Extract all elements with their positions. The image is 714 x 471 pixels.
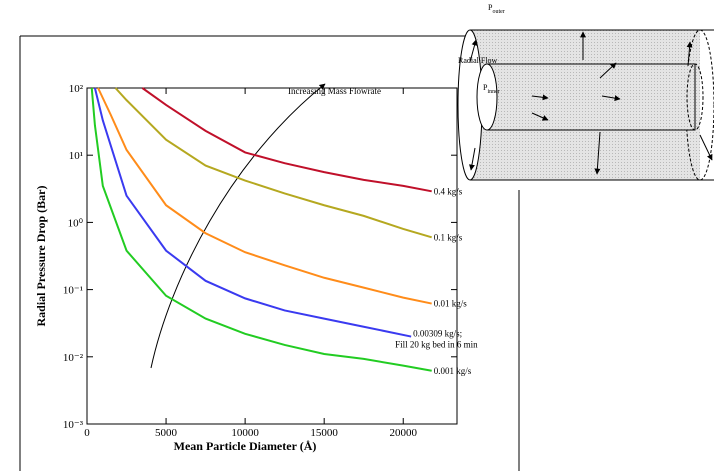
plot-frame [86, 87, 458, 425]
series-label: 0.00309 kg/s; [413, 329, 462, 339]
flow-label: Radial Flow [458, 56, 498, 65]
x-tick-label: 15000 [310, 427, 338, 439]
series-line [141, 87, 432, 193]
y-tick-label: 10⁻² [63, 352, 84, 364]
x-tick-label: 20000 [389, 427, 417, 439]
x-axis-title: Mean Particle Diameter (Å) [174, 439, 317, 453]
series-line [90, 87, 432, 372]
y-axis-title: Radial Pressure Drop (Bar) [34, 186, 48, 327]
series-note: Fill 20 kg bed in 6 min [395, 340, 478, 350]
y-tick-label: 10⁻³ [63, 419, 84, 431]
x-tick-label: 5000 [155, 427, 178, 439]
y-tick-label: 10¹ [69, 150, 83, 162]
diagram: Pouter Radial Flow Pinner [457, 3, 714, 181]
y-tick-label: 10⁻¹ [63, 285, 83, 297]
series-line [93, 87, 412, 338]
x-tick-label: 10000 [231, 427, 259, 439]
inner-label: Pinner [483, 83, 500, 95]
x-tick-label: 0 [84, 427, 90, 439]
annotation-arrow [150, 83, 326, 369]
series-label: 0.4 kg/s [434, 186, 463, 196]
series-label: 0.1 kg/s [434, 232, 463, 242]
annotation: Increasing Mass Flowrate [288, 86, 381, 96]
series-label: 0.01 kg/s [434, 299, 468, 309]
series-line [97, 87, 432, 305]
outer-label: Pouter [488, 3, 505, 15]
y-tick-label: 10² [69, 83, 84, 95]
series-line [114, 87, 432, 239]
y-tick-label: 10⁰ [68, 217, 84, 229]
series-label: 0.001 kg/s [434, 366, 472, 376]
